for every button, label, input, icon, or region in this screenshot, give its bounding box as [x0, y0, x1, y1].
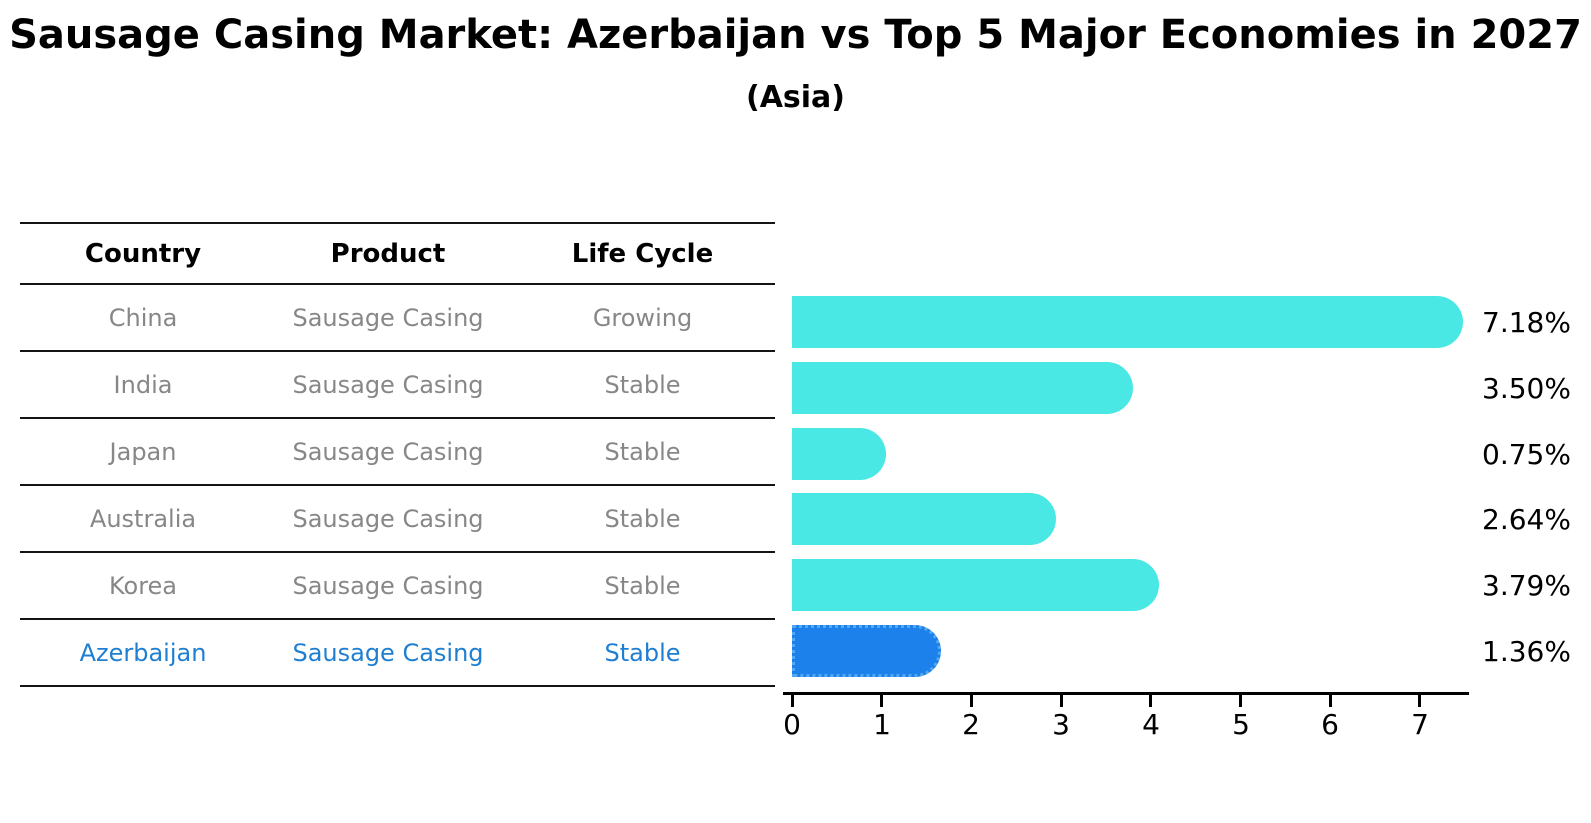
x-tick-label-7: 7 — [1411, 708, 1429, 741]
table-row-india: India Sausage Casing Stable — [20, 352, 775, 419]
table-row-australia: Australia Sausage Casing Stable — [20, 486, 775, 553]
x-tick-4 — [1149, 694, 1152, 707]
table-row-japan: Japan Sausage Casing Stable — [20, 419, 775, 486]
x-tick-label-5: 5 — [1232, 708, 1250, 741]
column-header-country: Country — [84, 238, 202, 269]
column-header-product: Product — [330, 238, 446, 269]
table-row-korea: Korea Sausage Casing Stable — [20, 553, 775, 620]
lifecycle-cell: Stable — [604, 504, 681, 533]
chart-title: Sausage Casing Market: Azerbaijan vs Top… — [9, 12, 1582, 58]
product-cell: Sausage Casing — [292, 303, 484, 332]
x-axis-line — [783, 692, 1469, 695]
bar-korea — [792, 559, 1159, 611]
x-tick-3 — [1060, 694, 1063, 707]
product-cell: Sausage Casing — [292, 638, 484, 667]
x-tick-7 — [1418, 694, 1421, 707]
x-tick-label-2: 2 — [962, 708, 980, 741]
x-tick-1 — [880, 694, 883, 707]
bar-japan — [792, 428, 886, 480]
country-table: Country Product Life Cycle China Sausage Ca… — [20, 222, 775, 687]
table-row-china: China Sausage Casing Growing — [20, 285, 775, 352]
lifecycle-cell: Growing — [592, 303, 693, 332]
bar-china — [792, 296, 1463, 348]
chart-subtitle: (Asia) — [745, 80, 846, 115]
value-label-korea: 3.79% — [1482, 568, 1571, 602]
value-label-japan: 0.75% — [1482, 437, 1571, 471]
x-tick-5 — [1239, 694, 1242, 707]
country-cell: Azerbaijan — [79, 638, 207, 667]
x-tick-6 — [1329, 694, 1332, 707]
value-label-india: 3.50% — [1482, 371, 1571, 405]
value-label-azerbaijan: 1.36% — [1482, 634, 1571, 668]
product-cell: Sausage Casing — [292, 437, 484, 466]
table-header-row: Country Product Life Cycle — [20, 222, 775, 285]
x-tick-label-6: 6 — [1321, 708, 1339, 741]
product-cell: Sausage Casing — [292, 370, 484, 399]
value-label-china: 7.18% — [1482, 305, 1571, 339]
x-tick-label-4: 4 — [1142, 708, 1160, 741]
bar-india — [792, 362, 1133, 414]
table-body: China Sausage Casing Growing India Sausage C… — [20, 285, 775, 687]
bar-australia — [792, 493, 1056, 545]
x-tick-label-3: 3 — [1052, 708, 1070, 741]
lifecycle-cell: Stable — [604, 638, 681, 667]
x-tick-2 — [970, 694, 973, 707]
country-cell: Korea — [108, 571, 178, 600]
x-tick-0 — [791, 694, 794, 707]
x-tick-label-1: 1 — [873, 708, 891, 741]
x-tick-label-0: 0 — [783, 708, 801, 741]
column-header-life-cycle: Life Cycle — [571, 238, 714, 269]
lifecycle-cell: Stable — [604, 370, 681, 399]
lifecycle-cell: Stable — [604, 437, 681, 466]
value-label-australia: 2.64% — [1482, 502, 1571, 536]
product-cell: Sausage Casing — [292, 504, 484, 533]
table-row-azerbaijan: Azerbaijan Sausage Casing Stable — [20, 620, 775, 687]
country-cell: Australia — [89, 504, 197, 533]
bar-azerbaijan — [792, 625, 941, 677]
product-cell: Sausage Casing — [292, 571, 484, 600]
lifecycle-cell: Stable — [604, 571, 681, 600]
country-cell: Japan — [109, 437, 177, 466]
country-cell: China — [108, 303, 178, 332]
country-cell: India — [113, 370, 173, 399]
